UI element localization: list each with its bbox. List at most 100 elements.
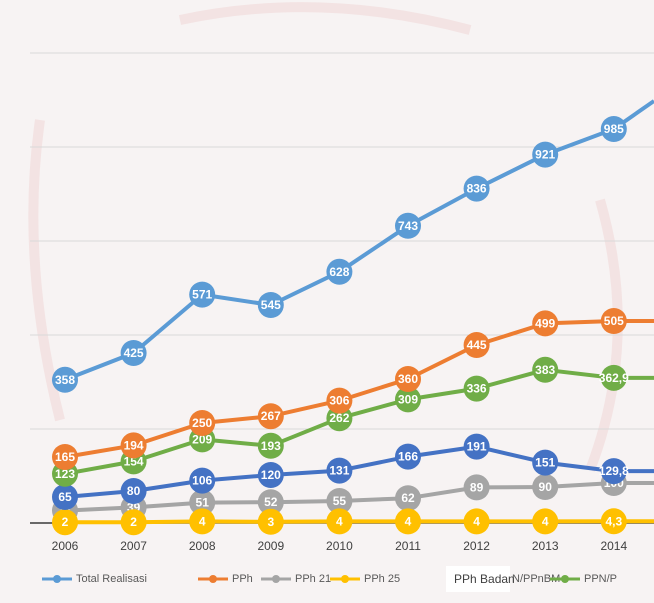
data-point (395, 485, 421, 512)
data-point (120, 432, 147, 459)
data-label: 51 (196, 496, 210, 510)
legend-swatch-marker (53, 575, 61, 583)
data-point (532, 310, 559, 337)
data-point (600, 508, 627, 535)
legend-swatch-marker (272, 575, 280, 583)
data-point (463, 375, 490, 402)
data-point (257, 403, 284, 430)
data-point (326, 258, 353, 285)
data-label: 628 (329, 265, 349, 279)
series-group: 3139515255628990100224344444,36580106120… (52, 99, 654, 536)
data-label: 90 (539, 480, 553, 494)
data-label: 151 (535, 456, 555, 470)
data-label: 3 (267, 515, 274, 529)
data-label: 445 (467, 338, 487, 352)
data-label: 4 (199, 514, 206, 528)
data-point (395, 508, 421, 535)
data-point (52, 484, 78, 510)
data-point (395, 443, 421, 470)
data-point (600, 458, 627, 485)
x-tick-label: 2011 (395, 539, 421, 553)
data-label: 921 (535, 148, 555, 162)
data-label: 191 (467, 440, 487, 454)
data-point (52, 509, 78, 536)
data-point (532, 356, 559, 383)
data-point (189, 410, 216, 436)
data-label: 358 (55, 373, 75, 387)
data-label: 165 (55, 450, 75, 464)
data-point (52, 366, 78, 393)
data-label: 383 (535, 363, 555, 377)
x-tick-label: 2012 (463, 539, 490, 553)
data-label: 4 (473, 514, 480, 528)
data-label: 4,3 (605, 514, 622, 528)
data-label: 65 (58, 490, 72, 504)
data-point (463, 508, 490, 535)
data-point (463, 474, 490, 501)
data-point (257, 489, 284, 516)
data-label: 571 (192, 288, 212, 302)
data-label: 120 (261, 468, 281, 482)
legend-entry: PPh 21 (261, 573, 331, 585)
data-point (395, 212, 421, 239)
data-label: 154 (124, 454, 144, 468)
legend-entry: PPN/P (550, 573, 617, 585)
data-label: 80 (127, 484, 141, 498)
x-tick-label: 2006 (52, 539, 79, 553)
data-point (120, 340, 147, 366)
data-point (189, 508, 216, 535)
data-label: 89 (470, 480, 484, 494)
data-label: 194 (124, 438, 144, 452)
data-label: 262 (329, 411, 349, 425)
data-label: 836 (467, 182, 487, 196)
data-point (189, 489, 216, 516)
legend-label: Total Realisasi (76, 573, 147, 585)
data-point (52, 444, 78, 470)
data-point (257, 292, 284, 318)
data-label: 505 (604, 314, 624, 328)
data-label: 336 (467, 382, 487, 396)
x-tick-label: 2013 (532, 539, 559, 553)
data-point (120, 478, 147, 504)
data-label: 360 (398, 372, 418, 386)
data-point (257, 432, 284, 459)
series-pph-badan: 65 80 106 120 131 166 191 151 129,8 (52, 433, 654, 510)
legend-label: N/PPnBM (512, 573, 560, 585)
data-point (532, 141, 559, 168)
data-label: 985 (604, 122, 624, 136)
data-point (189, 281, 216, 308)
legend-swatch-marker (341, 575, 349, 583)
data-point (395, 366, 421, 392)
x-tick-label: 2007 (120, 539, 147, 553)
data-point (463, 175, 490, 202)
data-label: 131 (329, 464, 349, 478)
data-label: 2 (130, 515, 137, 529)
x-axis-ticks: 2006 2007 2008 2009 2010 2011 2012 2013 2014 (52, 539, 628, 553)
data-point (120, 509, 147, 536)
data-label: 106 (192, 474, 212, 488)
legend-entry: PPh (198, 573, 253, 585)
data-label: 2 (62, 515, 69, 529)
data-label: 62 (401, 491, 415, 505)
series-pph-25: 2 2 4 3 4 4 4 4 4,3 (52, 508, 654, 536)
data-label: 425 (124, 346, 144, 360)
data-label: 362,9 (599, 371, 629, 385)
data-label: 306 (329, 394, 349, 408)
data-label: 267 (261, 409, 281, 423)
data-point (326, 488, 353, 514)
data-point (326, 457, 353, 484)
legend-swatch-marker (209, 575, 217, 583)
data-label: 193 (261, 439, 281, 453)
data-label: 250 (192, 416, 212, 430)
data-label: 309 (398, 392, 418, 406)
data-point (189, 467, 216, 494)
data-label: 166 (398, 450, 418, 464)
series-line (63, 127, 616, 382)
data-label: 55 (333, 494, 347, 508)
data-point (326, 508, 353, 535)
data-point (532, 474, 559, 500)
series-total-realisasi: 358 425 571 545 628 743 836 921 985 (52, 99, 654, 393)
data-point (463, 332, 490, 358)
legend-swatch-marker (561, 575, 569, 583)
